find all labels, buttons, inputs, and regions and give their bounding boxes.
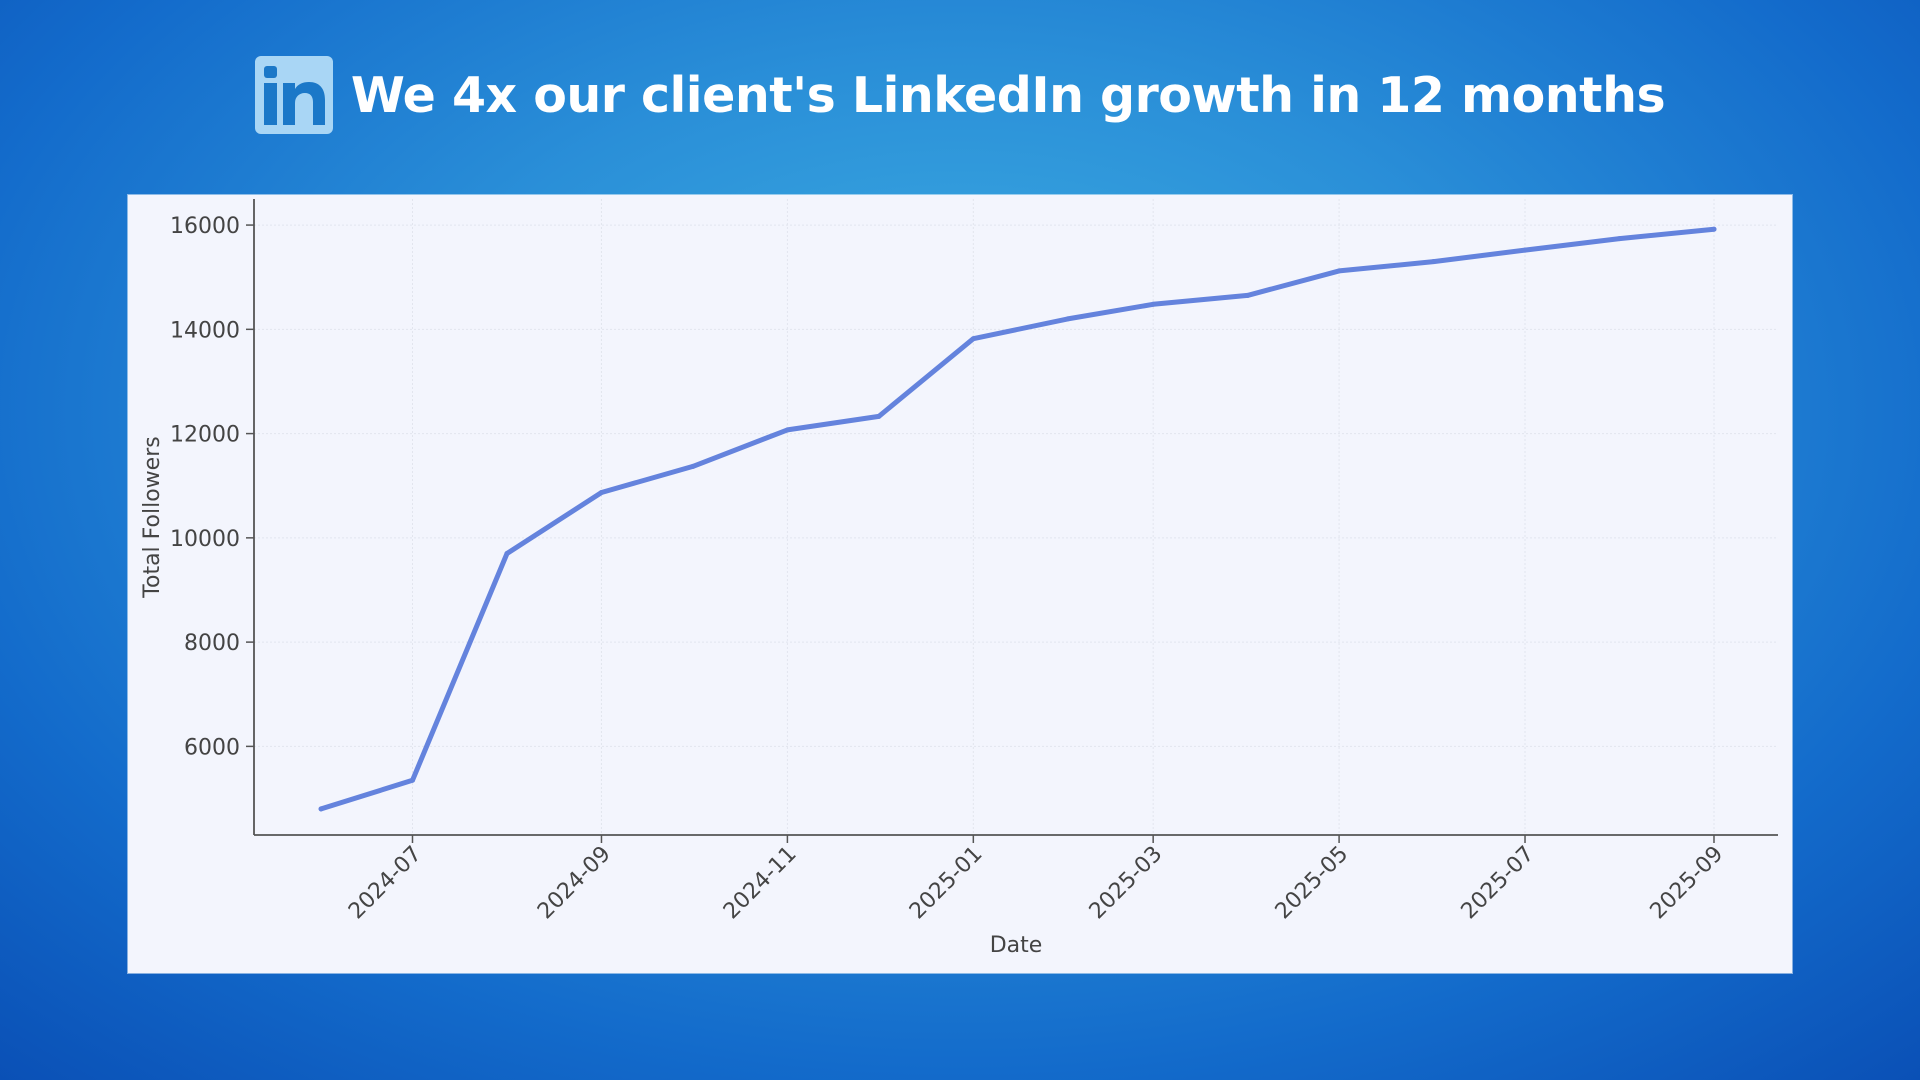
y-tick-label: 12000 xyxy=(170,423,240,448)
x-tick-label: 2025-05 xyxy=(1271,842,1354,925)
x-tick-label: 2025-09 xyxy=(1646,842,1729,925)
y-tick-label: 8000 xyxy=(184,631,240,656)
data-point xyxy=(409,777,415,783)
data-point xyxy=(1431,259,1437,265)
data-point xyxy=(1065,316,1071,322)
data-point xyxy=(690,463,696,469)
data-point xyxy=(598,489,604,495)
y-axis-ticks: 6000 8000 10000 12000 14000 16000 xyxy=(170,214,254,760)
x-tick-label: 2024-07 xyxy=(344,842,427,925)
data-point xyxy=(504,550,510,556)
data-point xyxy=(784,427,790,433)
x-axis-ticks: 2024-07 2024-09 2024-11 2025-01 2025-03 2025-… xyxy=(344,835,1728,924)
data-point xyxy=(1245,292,1251,298)
x-tick-label: 2024-11 xyxy=(719,842,802,925)
y-axis-title: Total Followers xyxy=(140,436,165,598)
header: We 4x our client's LinkedIn growth in 12… xyxy=(0,56,1920,134)
y-tick-label: 10000 xyxy=(170,527,240,552)
series-line xyxy=(318,226,1717,812)
data-point xyxy=(1522,247,1528,253)
data-point xyxy=(970,336,976,342)
x-tick-label: 2025-07 xyxy=(1457,842,1540,925)
data-point xyxy=(1711,226,1717,232)
y-tick-label: 16000 xyxy=(170,214,240,239)
axes xyxy=(253,199,1778,836)
series-layer xyxy=(318,226,1717,812)
y-tick-label: 6000 xyxy=(184,735,240,760)
grid-lines xyxy=(254,199,1778,835)
x-tick-label: 2024-09 xyxy=(533,842,616,925)
linkedin-icon xyxy=(254,56,333,134)
data-point xyxy=(1617,236,1623,242)
x-tick-label: 2025-03 xyxy=(1085,842,1168,925)
y-tick-label: 14000 xyxy=(170,318,240,343)
x-tick-label: 2025-01 xyxy=(905,842,988,925)
page-title: We 4x our client's LinkedIn growth in 12… xyxy=(350,66,1666,124)
data-point xyxy=(1336,268,1342,274)
chart-card: 6000 8000 10000 12000 14000 16000 2024-07 2024… xyxy=(128,195,1792,973)
x-axis-title: Date xyxy=(990,933,1043,958)
data-point xyxy=(876,413,882,419)
data-point xyxy=(318,806,324,812)
data-point xyxy=(1150,301,1156,307)
